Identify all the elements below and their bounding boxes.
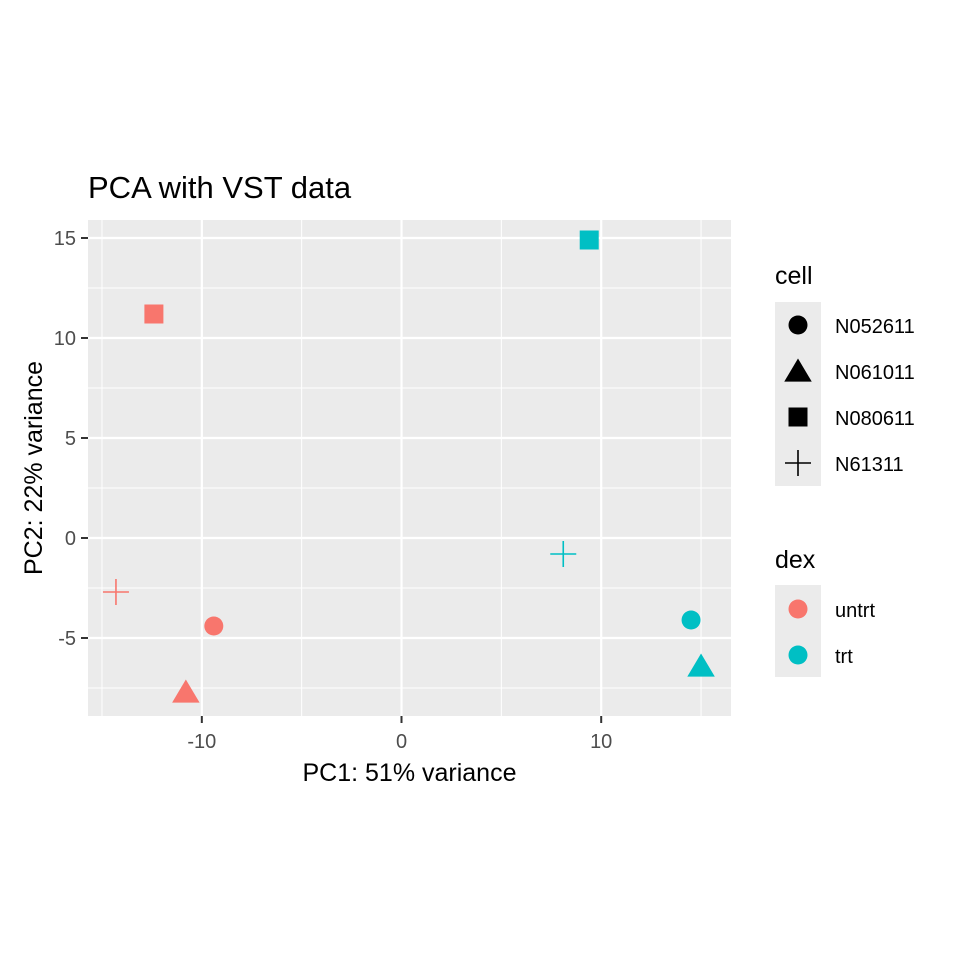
legend-dex-label: untrt <box>835 600 875 622</box>
data-point <box>172 679 200 703</box>
x-tick-label: 0 <box>396 731 407 753</box>
data-point <box>102 579 129 605</box>
data-point <box>550 541 577 567</box>
x-tick-label: -10 <box>187 731 216 753</box>
y-tick-label: 5 <box>65 428 76 450</box>
legend-cell-key <box>788 315 808 335</box>
legend-cell-key <box>785 450 811 476</box>
x-tick-label: 10 <box>590 731 612 753</box>
data-point <box>681 610 701 630</box>
major-gridlines <box>88 220 731 716</box>
legend-cell-key <box>784 358 812 382</box>
plot-panel <box>88 220 731 716</box>
y-tick-label: 10 <box>54 328 76 350</box>
legend-dex-key <box>788 645 808 665</box>
y-axis-label: PC2: 22% variance <box>20 361 48 575</box>
legend-cell-label: N61311 <box>835 454 904 476</box>
data-point <box>204 616 224 636</box>
x-axis: -10 0 10 <box>187 716 612 753</box>
legend-dex: dex untrt trt <box>775 546 875 677</box>
data-point <box>579 230 599 250</box>
legend-cell-label: N080611 <box>835 408 915 430</box>
legend-cell: cell N052611 N061011 N080611 N61311 <box>775 262 915 486</box>
x-axis-label: PC1: 51% variance <box>302 759 516 787</box>
legend-dex-label: trt <box>835 646 853 668</box>
y-tick-label: 15 <box>54 228 76 250</box>
chart-title: PCA with VST data <box>88 170 352 205</box>
y-tick-label: 0 <box>65 528 76 550</box>
legend-cell-key <box>788 407 808 427</box>
legend-cell-title: cell <box>775 262 813 290</box>
data-points <box>102 230 715 703</box>
data-point <box>687 653 715 677</box>
legend-dex-title: dex <box>775 546 816 574</box>
minor-gridlines <box>88 220 731 716</box>
y-axis: -5 0 5 10 15 <box>54 228 88 650</box>
data-point <box>144 304 164 324</box>
legend-cell-label: N052611 <box>835 316 915 338</box>
y-tick-label: -5 <box>58 628 76 650</box>
legend-dex-key <box>788 599 808 619</box>
legend-cell-label: N061011 <box>835 362 915 384</box>
